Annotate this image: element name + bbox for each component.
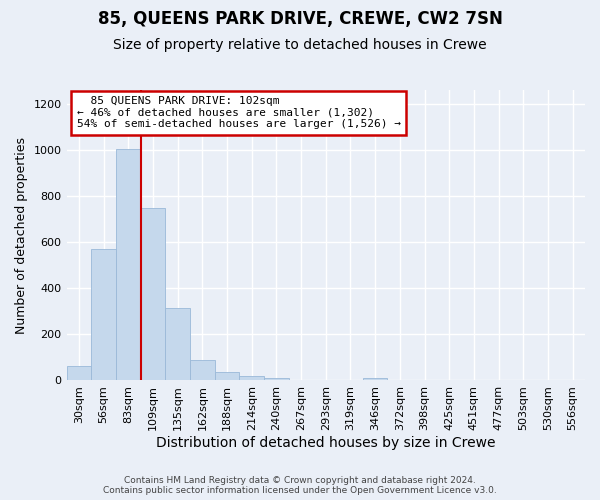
Y-axis label: Number of detached properties: Number of detached properties [15,137,28,334]
Bar [165,308,190,380]
Text: 85, QUEENS PARK DRIVE, CREWE, CW2 7SN: 85, QUEENS PARK DRIVE, CREWE, CW2 7SN [98,10,502,28]
Bar [264,378,289,380]
Bar [363,378,388,380]
X-axis label: Distribution of detached houses by size in Crewe: Distribution of detached houses by size … [156,436,496,450]
Text: Size of property relative to detached houses in Crewe: Size of property relative to detached ho… [113,38,487,52]
Bar [140,208,165,380]
Bar [239,376,264,380]
Text: 85 QUEENS PARK DRIVE: 102sqm
← 46% of detached houses are smaller (1,302)
54% of: 85 QUEENS PARK DRIVE: 102sqm ← 46% of de… [77,96,401,130]
Text: Contains HM Land Registry data © Crown copyright and database right 2024.
Contai: Contains HM Land Registry data © Crown c… [103,476,497,495]
Bar [67,366,91,380]
Bar [116,149,140,380]
Bar [190,360,215,380]
Bar [215,372,239,380]
Bar [91,250,116,380]
